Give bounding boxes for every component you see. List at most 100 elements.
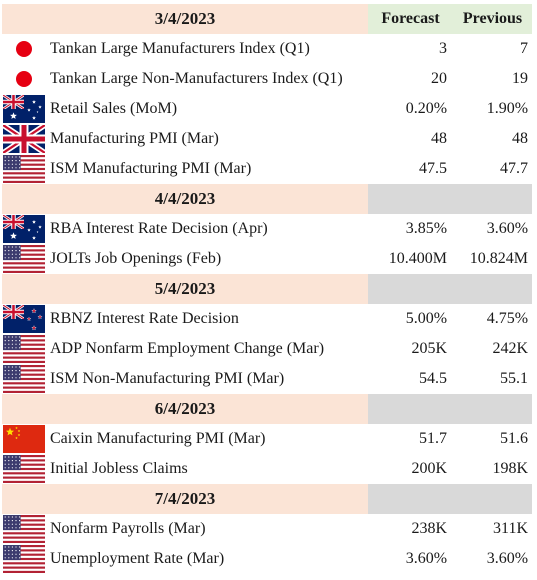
blank-header-cell — [368, 484, 454, 514]
event-name: Initial Jobless Claims — [50, 460, 188, 477]
event-name: Nonfarm Payrolls (Mar) — [50, 520, 206, 537]
event-row: JOLTs Job Openings (Feb) 10.400M 10.824M — [2, 244, 532, 274]
date-row: 5/4/2023 — [2, 274, 533, 304]
forecast-value: 48 — [431, 130, 448, 147]
previous-value: 3.60% — [486, 550, 529, 567]
new-zealand-flag-icon — [3, 305, 45, 333]
us-flag-icon — [3, 155, 45, 183]
event-row: Manufacturing PMI (Mar) 48 48 — [2, 124, 532, 154]
forecast-value: 3 — [439, 40, 448, 57]
previous-value: 198K — [492, 460, 529, 477]
japan-flag-icon — [16, 41, 32, 57]
forecast-value: 3.85% — [405, 220, 448, 237]
blank-header-cell — [453, 184, 533, 214]
previous-value: 3.60% — [486, 220, 529, 237]
previous-value: 48 — [512, 130, 529, 147]
event-name: Caixin Manufacturing PMI (Mar) — [50, 430, 266, 447]
flag-cell — [2, 94, 46, 124]
blank-header-cell — [453, 394, 533, 424]
event-row: Caixin Manufacturing PMI (Mar) 51.7 51.6 — [2, 424, 532, 454]
date-row: 6/4/2023 — [2, 394, 533, 424]
event-name: Retail Sales (MoM) — [50, 100, 178, 117]
forecast-value: 20 — [431, 70, 448, 87]
event-name: ISM Manufacturing PMI (Mar) — [50, 160, 252, 177]
event-name: JOLTs Job Openings (Feb) — [50, 250, 222, 267]
previous-value: 311K — [493, 520, 529, 537]
flag-cell — [2, 424, 46, 454]
blank-header-cell — [453, 274, 533, 304]
event-row: Nonfarm Payrolls (Mar) 238K 311K — [2, 514, 532, 544]
uk-flag-icon — [2, 124, 46, 154]
australia-flag-icon — [3, 215, 45, 243]
date-label: 3/4/2023 — [2, 4, 369, 34]
previous-value: 55.1 — [500, 370, 529, 387]
forecast-value: 47.5 — [419, 160, 448, 177]
previous-value: 242K — [492, 340, 529, 357]
japan-flag-icon — [16, 71, 32, 87]
date-label: 4/4/2023 — [2, 184, 369, 214]
date-label: 7/4/2023 — [2, 484, 369, 514]
event-row: RBA Interest Rate Decision (Apr) 3.85% 3.6… — [2, 214, 532, 244]
previous-value: 47.7 — [500, 160, 529, 177]
flag-cell — [2, 124, 46, 154]
previous-value: 19 — [512, 70, 529, 87]
event-name: ADP Nonfarm Employment Change (Mar) — [50, 340, 325, 357]
event-row: ISM Manufacturing PMI (Mar) 47.5 47.7 — [2, 154, 532, 184]
previous-value: 1.90% — [486, 100, 529, 117]
date-label: 6/4/2023 — [2, 394, 369, 424]
blank-header-cell — [368, 184, 454, 214]
event-row: ISM Non-Manufacturing PMI (Mar) 54.5 55.1 — [2, 364, 532, 394]
previous-value: 4.75% — [486, 310, 529, 327]
us-flag-icon — [3, 365, 45, 393]
date-row: 4/4/2023 — [2, 184, 533, 214]
event-name: RBA Interest Rate Decision (Apr) — [50, 220, 268, 237]
blank-header-cell — [453, 484, 533, 514]
forecast-value: 54.5 — [419, 370, 448, 387]
economic-calendar-table: 3/4/2023 Forecast Previous Tankan Large Man… — [2, 4, 533, 574]
flag-cell — [2, 154, 46, 184]
event-name: Tankan Large Manufacturers Index (Q1) — [50, 40, 310, 57]
event-row: Tankan Large Manufacturers Index (Q1) 3 7 — [2, 34, 532, 64]
event-name: Unemployment Rate (Mar) — [50, 550, 225, 567]
us-flag-icon — [3, 545, 45, 573]
flag-cell — [2, 304, 46, 334]
us-flag-icon — [3, 335, 45, 363]
date-label: 5/4/2023 — [2, 274, 369, 304]
calendar-body: 3/4/2023 Forecast Previous Tankan Large Man… — [2, 4, 533, 574]
event-row: Tankan Large Non-Manufacturers Index (Q1… — [2, 64, 532, 94]
forecast-value: 0.20% — [405, 100, 448, 117]
china-flag-icon — [3, 425, 45, 453]
event-name: ISM Non-Manufacturing PMI (Mar) — [50, 370, 285, 387]
flag-cell — [2, 514, 46, 544]
forecast-value: 3.60% — [405, 550, 448, 567]
previous-value: 51.6 — [500, 430, 529, 447]
date-row: 3/4/2023 Forecast Previous — [2, 4, 533, 34]
date-row: 7/4/2023 — [2, 484, 533, 514]
event-row: RBNZ Interest Rate Decision 5.00% 4.75% — [2, 304, 532, 334]
forecast-value: 238K — [411, 520, 448, 537]
us-flag-icon — [3, 515, 45, 543]
event-row: Initial Jobless Claims 200K 198K — [2, 454, 532, 484]
event-name: Tankan Large Non-Manufacturers Index (Q1… — [50, 70, 343, 87]
flag-cell — [2, 544, 46, 574]
forecast-value: 10.400M — [388, 250, 448, 267]
us-flag-icon — [3, 245, 45, 273]
forecast-value: 200K — [411, 460, 448, 477]
event-name: RBNZ Interest Rate Decision — [50, 310, 239, 327]
australia-flag-icon — [3, 95, 45, 123]
flag-cell — [2, 454, 46, 484]
event-row: Retail Sales (MoM) 0.20% 1.90% — [2, 94, 532, 124]
blank-header-cell — [368, 274, 454, 304]
previous-header: Previous — [453, 4, 533, 34]
flag-cell — [2, 214, 46, 244]
event-name: Manufacturing PMI (Mar) — [50, 130, 219, 147]
forecast-value: 5.00% — [405, 310, 448, 327]
flag-cell — [2, 364, 46, 394]
forecast-value: 205K — [411, 340, 448, 357]
previous-value: 10.824M — [469, 250, 529, 267]
previous-value: 7 — [520, 40, 529, 57]
us-flag-icon — [3, 455, 45, 483]
flag-cell — [2, 334, 46, 364]
forecast-value: 51.7 — [419, 430, 448, 447]
